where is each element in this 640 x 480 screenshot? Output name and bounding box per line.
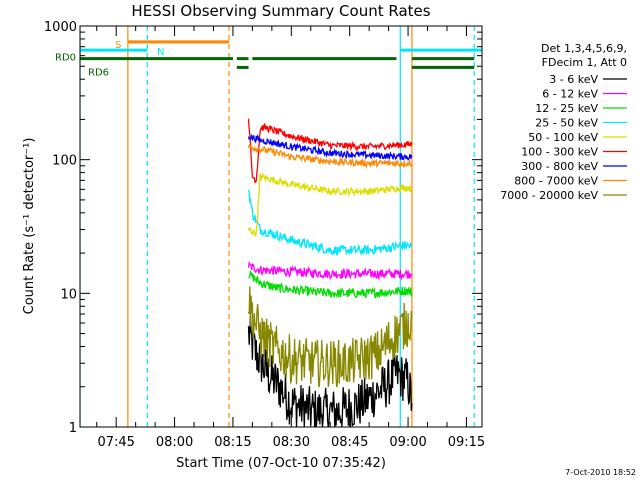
plot-frame <box>79 25 483 428</box>
series-line-100-300-kev <box>247 118 413 184</box>
x-tick-label: 09:00 <box>389 435 426 450</box>
legend-label-6-12-kev: 6 - 12 keV <box>542 88 598 101</box>
legend-label-100-300-kev: 100 - 300 keV <box>521 146 598 159</box>
chart-title: HESSI Observing Summary Count Rates <box>131 2 430 20</box>
legend-label-7000-20000-kev: 7000 - 20000 keV <box>500 189 598 202</box>
x-tick-label: 07:45 <box>97 435 134 450</box>
y-tick-label: 1 <box>69 421 77 436</box>
legend-label-12-25-kev: 12 - 25 keV <box>535 102 598 115</box>
series-line-12-25-kev <box>248 270 413 299</box>
series-line-800-7000-kev <box>247 143 413 169</box>
x-tick-label: 09:15 <box>448 435 485 450</box>
legend-label-25-50-kev: 25 - 50 keV <box>535 117 598 130</box>
series-line-50-100-kev <box>247 172 413 237</box>
y-tick-label: 1000 <box>44 20 77 35</box>
y-axis-label: Count Rate (s⁻¹ detector⁻¹) <box>22 138 37 315</box>
flag-label-s: S <box>115 40 121 51</box>
legend-header-line-2: FDecim 1, Att 0 <box>542 56 627 69</box>
x-axis-label: Start Time (07-Oct-10 07:35:42) <box>176 456 386 471</box>
series-line-3-6-kev <box>247 314 413 427</box>
legend-label-800-7000-kev: 800 - 7000 keV <box>514 175 598 188</box>
series-line-7000-20000-kev <box>247 286 413 388</box>
flag-label-rd0: RD0 <box>55 53 76 64</box>
flag-label-rd6: RD6 <box>88 67 109 78</box>
series-line-25-50-kev <box>247 189 413 256</box>
flag-label-n: N <box>157 47 164 58</box>
footer-timestamp: 7-Oct-2010 18:52 <box>565 468 636 477</box>
x-tick-label: 08:00 <box>156 435 193 450</box>
x-tick-label: 08:45 <box>331 435 368 450</box>
legend-label-300-800-kev: 300 - 800 keV <box>521 160 598 173</box>
y-tick-label: 10 <box>60 287 77 302</box>
legend-label-50-100-kev: 50 - 100 keV <box>528 131 598 144</box>
y-tick-label: 100 <box>52 154 77 169</box>
plot-area <box>80 26 482 427</box>
series-line-6-12-kev <box>247 261 413 281</box>
legend-label-3-6-kev: 3 - 6 keV <box>549 73 598 86</box>
legend-header: Det 1,3,4,5,6,9, FDecim 1, Att 0 <box>541 42 627 69</box>
legend-header-line-1: Det 1,3,4,5,6,9, <box>541 42 627 55</box>
x-tick-label: 08:15 <box>214 435 251 450</box>
axes: 1 10 100 1000 07:45 08:00 08:15 08:30 08:45 09:00… <box>44 20 485 450</box>
y-axis-label-text: Count Rate (s⁻¹ detector⁻¹) <box>22 138 37 315</box>
series-line-300-800-kev <box>247 134 413 161</box>
x-tick-label: 08:30 <box>273 435 310 450</box>
